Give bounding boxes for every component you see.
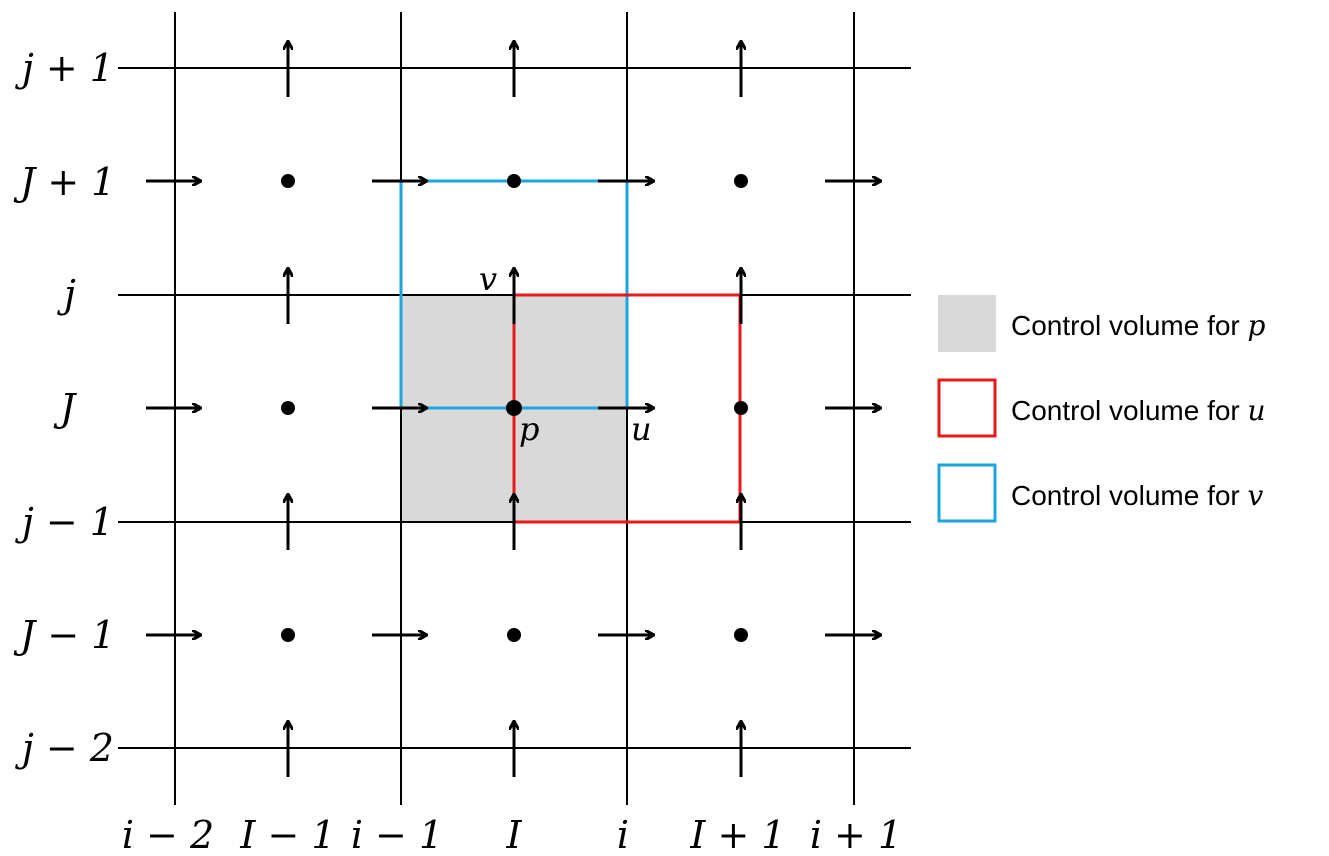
col-label-I: I xyxy=(505,813,522,856)
legend: Control volume for p Control volume for … xyxy=(937,295,1266,523)
row-label-J: J xyxy=(53,386,77,430)
v-velocity-arrows xyxy=(288,42,741,777)
legend-label-u: Control volume for u xyxy=(1011,394,1266,427)
col-label-I-minus-1: I − 1 xyxy=(239,813,335,856)
legend-label-p: Control volume for p xyxy=(1011,309,1266,342)
col-label-i: i xyxy=(617,813,629,856)
row-label-j-minus-2: j − 2 xyxy=(15,726,114,770)
col-label-i-minus-2: i − 2 xyxy=(122,813,214,856)
row-label-j-plus-1: j + 1 xyxy=(15,46,114,90)
pressure-nodes xyxy=(281,174,748,642)
point-label-u: u xyxy=(631,410,652,448)
pressure-node xyxy=(506,400,522,416)
legend-swatch-p xyxy=(938,295,996,352)
legend-label-v: Control volume for v xyxy=(1011,479,1264,512)
row-label-J-minus-1: J − 1 xyxy=(13,613,115,657)
pressure-node xyxy=(734,628,748,642)
pressure-node xyxy=(281,174,295,188)
pressure-node xyxy=(734,174,748,188)
pressure-node xyxy=(281,401,295,415)
col-label-I-plus-1: I + 1 xyxy=(689,813,785,856)
row-label-j-minus-1: j − 1 xyxy=(15,500,114,544)
u-velocity-arrows xyxy=(146,181,880,635)
point-label-v: v xyxy=(479,260,497,298)
col-label-i-minus-1: i − 1 xyxy=(351,813,443,856)
legend-swatch-v xyxy=(937,463,997,523)
col-label-i-plus-1: i + 1 xyxy=(810,813,902,856)
row-label-J-plus-1: J + 1 xyxy=(13,160,115,204)
legend-swatch-u xyxy=(937,378,997,438)
point-label-p: p xyxy=(519,410,539,448)
pressure-node xyxy=(734,401,748,415)
pressure-node xyxy=(281,628,295,642)
pressure-node xyxy=(507,174,521,188)
pressure-node xyxy=(507,628,521,642)
row-label-j: j xyxy=(57,272,76,316)
